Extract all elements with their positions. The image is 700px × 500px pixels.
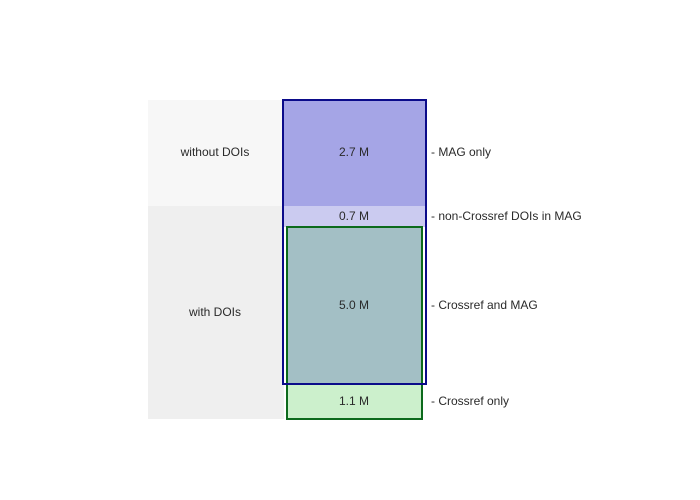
group-label-with-dois: with DOIs bbox=[188, 305, 241, 319]
description-crossref-only: - Crossref only bbox=[431, 394, 509, 408]
value-label-non-crossref-dois: 0.7 M bbox=[339, 209, 369, 223]
crossref-outline bbox=[286, 226, 423, 420]
mag-outline bbox=[282, 99, 427, 385]
segment-mag-only bbox=[283, 100, 426, 206]
band-with-dois bbox=[148, 206, 284, 419]
description-crossref-and-mag: - Crossref and MAG bbox=[431, 298, 538, 312]
segment-non-crossref-dois bbox=[283, 206, 426, 227]
segment-crossref-and-mag bbox=[287, 227, 422, 384]
value-label-mag-only: 2.7 M bbox=[339, 145, 369, 159]
value-label-crossref-only: 1.1 M bbox=[339, 394, 369, 408]
group-label-without-dois: without DOIs bbox=[180, 145, 250, 159]
band-without-dois bbox=[148, 100, 284, 206]
description-non-crossref-dois: - non-Crossref DOIs in MAG bbox=[431, 209, 582, 223]
segment-crossref-only bbox=[287, 384, 422, 419]
value-label-crossref-and-mag: 5.0 M bbox=[339, 298, 369, 312]
description-mag-only: - MAG only bbox=[431, 145, 491, 159]
